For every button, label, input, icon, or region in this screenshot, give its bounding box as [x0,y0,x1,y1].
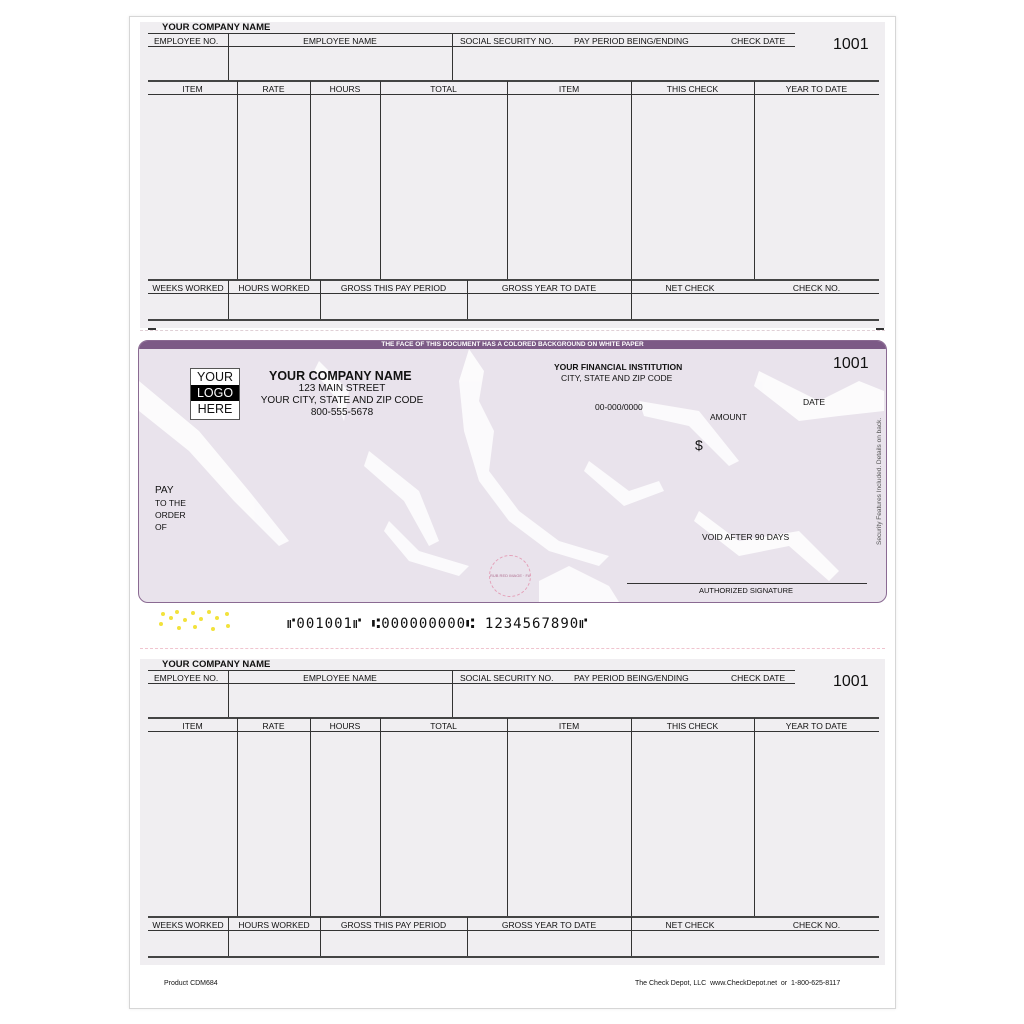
label-ssn: SOCIAL SECURITY NO. [460,36,554,46]
label-gross-ytd: GROSS YEAR TO DATE [501,920,597,930]
label-employee-name: EMPLOYEE NAME [303,673,377,683]
col-hours: HOURS [329,721,361,731]
col-rate: RATE [262,721,285,731]
product-code: Product CDM684 [164,980,218,987]
stub-check-number: 1001 [833,36,869,53]
label-check-no: CHECK NO. [792,283,841,293]
amount-label: AMOUNT [710,412,747,422]
col-year-to-date: YEAR TO DATE [785,84,848,94]
order-line: TO THE [155,498,186,508]
col-rate: RATE [262,84,285,94]
col-total: TOTAL [430,84,457,94]
address-line: 123 MAIN STREET [298,383,386,394]
label-hours-worked: HOURS WORKED [238,283,310,293]
stub-company-name: YOUR COMPANY NAME [162,22,271,33]
bank-name: YOUR FINANCIAL INSTITUTION [554,362,683,372]
city-line: YOUR CITY, STATE AND ZIP CODE [260,395,424,406]
check-banner: THE FACE OF THIS DOCUMENT HAS A COLORED … [139,341,886,349]
perforation-line [140,330,885,331]
pay-stub: YOUR COMPANY NAME 1001 EMPLOYEE NO. EMPL… [140,659,885,965]
col-item: ITEM [182,84,203,94]
label-employee-name: EMPLOYEE NAME [303,36,377,46]
pay-stub: YOUR COMPANY NAME 1001 EMPLOYEE NO. EMPL… [140,22,885,328]
label-employee-no: EMPLOYEE NO. [154,36,219,46]
col-year-to-date: YEAR TO DATE [785,721,848,731]
security-dots-icon [159,610,230,631]
marble-background [139,349,884,602]
stub-check-number: 1001 [833,673,869,690]
pay-label: PAY [155,485,174,496]
logo-line: YOUR [196,370,234,384]
phone-line: 800-555-5678 [310,407,374,418]
label-gross-pay-period: GROSS THIS PAY PERIOD [340,920,447,930]
col-item-2: ITEM [558,84,580,94]
label-ssn: SOCIAL SECURITY NO. [460,673,554,683]
check-face: THE FACE OF THIS DOCUMENT HAS A COLORED … [138,340,887,603]
check-company-name: YOUR COMPANY NAME [269,369,412,383]
label-check-date: CHECK DATE [731,36,786,46]
col-item-2: ITEM [558,721,580,731]
col-hours: HOURS [329,84,361,94]
col-item: ITEM [182,721,203,731]
label-net-check: NET CHECK [665,283,715,293]
order-label: TO THE ORDER OF [155,497,186,533]
vendor-info: The Check Depot, LLC www.CheckDepot.net … [635,980,841,987]
label-pay-period: PAY PERIOD BEING/ENDING [574,36,689,46]
perforation-line [140,648,885,649]
bank-city: CITY, STATE AND ZIP CODE [561,373,673,383]
logo-line: HERE [197,402,233,416]
routing-fraction: 00-000/0000 [595,402,643,412]
company-address: 123 MAIN STREET YOUR CITY, STATE AND ZIP… [257,383,427,419]
micr-line: ⑈001001⑈ ⑆000000000⑆ 1234567890⑈ [287,616,589,632]
logo-placeholder: YOUR LOGO HERE [190,368,240,420]
signature-line [627,583,867,584]
security-features-note: Security Features Included. Details on b… [876,417,883,545]
label-gross-ytd: GROSS YEAR TO DATE [501,283,597,293]
label-net-check: NET CHECK [665,920,715,930]
check-number: 1001 [833,355,869,372]
label-gross-pay-period: GROSS THIS PAY PERIOD [340,283,447,293]
label-hours-worked: HOURS WORKED [238,920,310,930]
stub-company-name: YOUR COMPANY NAME [162,659,271,670]
logo-line: LOGO [191,385,239,401]
col-this-check: THIS CHECK [666,84,719,94]
order-line: OF [155,522,167,532]
label-weeks-worked: WEEKS WORKED [152,920,224,930]
order-line: ORDER [155,510,186,520]
signature-label: AUTHORIZED SIGNATURE [699,586,794,595]
void-notice: VOID AFTER 90 DAYS [702,532,790,542]
label-employee-no: EMPLOYEE NO. [154,673,219,683]
col-this-check: THIS CHECK [666,721,719,731]
heat-seal-icon: RUB RED IMAGE · FADES WITH HEAT [489,555,531,597]
col-total: TOTAL [430,721,457,731]
date-label: DATE [803,397,826,407]
label-pay-period: PAY PERIOD BEING/ENDING [574,673,689,683]
label-check-date: CHECK DATE [731,673,786,683]
label-check-no: CHECK NO. [792,920,841,930]
label-weeks-worked: WEEKS WORKED [152,283,224,293]
dollar-sign: $ [695,437,703,453]
